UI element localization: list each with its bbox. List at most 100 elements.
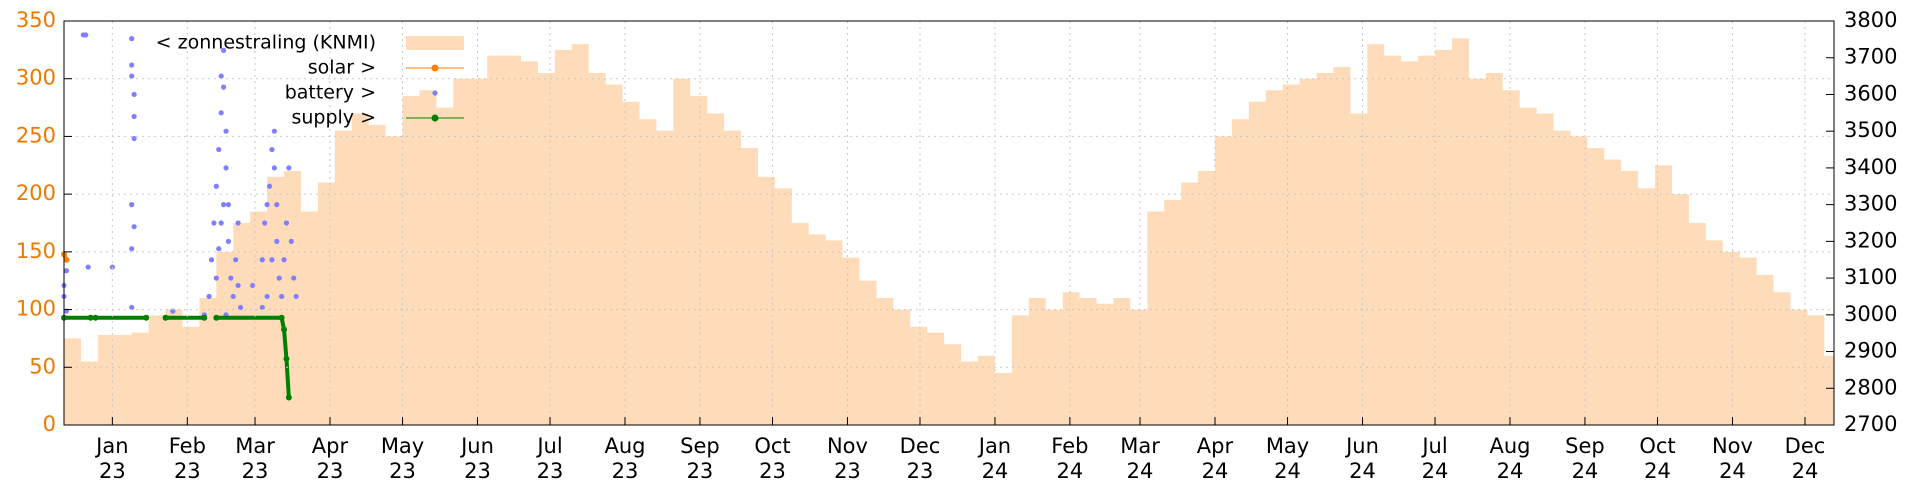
- point: [281, 326, 288, 333]
- legend-swatch: [432, 90, 438, 96]
- point: [63, 256, 70, 263]
- x-tick-label-line: 23: [317, 459, 344, 480]
- point: [274, 202, 280, 208]
- point: [230, 293, 236, 300]
- point: [170, 308, 176, 314]
- x-tick-label-line: Jul: [1420, 434, 1447, 458]
- x-tick-label-line: 24: [1057, 459, 1084, 480]
- point: [201, 314, 208, 321]
- x-tick-label: Apr 24: [1197, 434, 1234, 480]
- point: [223, 165, 229, 171]
- point: [131, 113, 137, 120]
- point: [218, 110, 224, 116]
- point: [213, 314, 220, 321]
- x-tick-label-line: 24: [1202, 459, 1229, 480]
- point: [271, 128, 277, 134]
- point: [283, 355, 290, 362]
- point: [206, 293, 212, 300]
- point: [211, 220, 217, 226]
- x-tick-label: Mar 24: [1120, 434, 1160, 480]
- y-tick-label: 350: [16, 8, 56, 32]
- x-tick-label: Dec 24: [1785, 434, 1826, 480]
- x-tick-label: Jul 24: [1420, 434, 1448, 480]
- x-tick-label-line: Aug: [1489, 434, 1530, 458]
- point: [225, 202, 232, 208]
- x-tick-label-line: 24: [1719, 459, 1746, 480]
- point: [83, 32, 89, 38]
- x-tick-label-line: Dec: [1785, 434, 1826, 458]
- x-tick-label-line: Dec: [900, 434, 941, 458]
- x-tick-label-line: Jan: [94, 434, 128, 458]
- x-tick-label-line: 23: [537, 459, 564, 480]
- point: [235, 220, 241, 226]
- legend-swatch: [431, 114, 439, 122]
- point: [271, 165, 277, 171]
- y-tick-label: 250: [16, 123, 56, 147]
- line: [64, 315, 291, 398]
- x-tick-label-line: 24: [982, 459, 1009, 480]
- x-tick-label: Nov 24: [1712, 434, 1753, 480]
- point: [213, 183, 219, 189]
- y-tick-label: 150: [16, 239, 56, 263]
- area: [64, 38, 1834, 426]
- legend: < zonnestraling (KNMI) solar > battery > su…: [156, 32, 464, 129]
- x-tick-label: May 24: [1266, 434, 1309, 480]
- point: [216, 146, 222, 153]
- point: [143, 314, 150, 321]
- x-tick-label-line: 24: [1497, 459, 1524, 480]
- x-tick-label: Feb 24: [1051, 434, 1088, 480]
- x-tick-label-line: 23: [612, 459, 639, 480]
- point: [218, 73, 224, 79]
- point: [259, 257, 265, 263]
- point: [235, 282, 241, 289]
- x-tick-label-line: 23: [687, 459, 714, 480]
- point: [269, 146, 275, 153]
- x-tick-label-line: Aug: [604, 434, 645, 458]
- x-tick-label: Jun 23: [459, 434, 494, 480]
- point: [264, 293, 270, 300]
- x-tick-label-line: Oct: [1639, 434, 1675, 458]
- point: [237, 304, 244, 311]
- point: [129, 36, 135, 42]
- x-tick-label: Feb 23: [169, 434, 206, 480]
- legend-label: battery >: [285, 82, 376, 104]
- point: [281, 257, 287, 263]
- point: [131, 224, 137, 230]
- x-tick-label: Oct 23: [754, 434, 790, 480]
- x-tick-label-line: Mar: [235, 434, 275, 458]
- x-tick-label-line: 23: [242, 459, 269, 480]
- x-tick-label: Jan 23: [94, 434, 128, 480]
- point: [285, 394, 292, 401]
- x-tick-label-line: Nov: [827, 434, 868, 458]
- point: [278, 314, 285, 321]
- point: [131, 91, 137, 98]
- y2-tick-label: 3300: [1844, 192, 1897, 216]
- x-tick-label-line: Mar: [1120, 434, 1160, 458]
- legend-label: supply >: [291, 107, 376, 129]
- y2-tick-label: 3700: [1844, 45, 1897, 69]
- x-tick-label-line: Sep: [680, 434, 720, 458]
- y-tick-label: 100: [16, 297, 56, 321]
- x-tick-label-line: Jul: [535, 434, 562, 458]
- x-tick-label-line: Feb: [1051, 434, 1088, 458]
- point: [220, 84, 227, 90]
- y2-tick-label: 3800: [1844, 8, 1897, 32]
- x-tick-label-line: Jun: [459, 434, 494, 458]
- x-tick-label-line: Oct: [754, 434, 790, 458]
- x-tick-label-line: Apr: [312, 434, 349, 458]
- point: [250, 282, 256, 289]
- point: [225, 238, 232, 244]
- point: [264, 202, 270, 208]
- point: [63, 268, 70, 274]
- point: [269, 257, 275, 263]
- legend-label: < zonnestraling (KNMI): [156, 32, 376, 54]
- x-tick-label-line: 24: [1127, 459, 1154, 480]
- point: [129, 62, 135, 68]
- point: [291, 275, 297, 281]
- point: [283, 220, 290, 226]
- point: [129, 73, 135, 79]
- x-tick-label-line: Jan: [977, 434, 1011, 458]
- point: [87, 314, 94, 321]
- x-tick-label-line: May: [381, 434, 424, 458]
- point: [216, 246, 222, 252]
